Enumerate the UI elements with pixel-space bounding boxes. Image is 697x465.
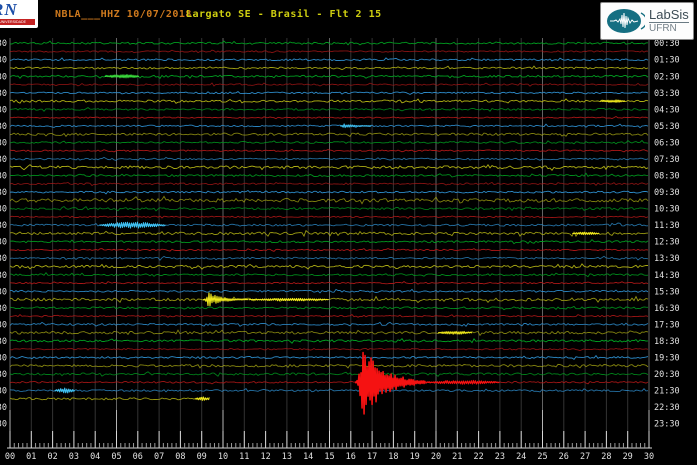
svg-text:20:30: 20:30 (654, 370, 680, 380)
svg-text:03:30: 03:30 (654, 89, 680, 99)
grid (9, 38, 650, 448)
labsis-name: LabSis (649, 7, 689, 23)
svg-text:23:30: 23:30 (0, 420, 7, 430)
svg-text:00:30: 00:30 (654, 39, 680, 49)
svg-text:20: 20 (431, 452, 441, 462)
svg-text:01:30: 01:30 (654, 56, 680, 66)
svg-text:23: 23 (495, 452, 505, 462)
right-time-labels: 00:30 01:30 02:30 03:30 04:30 05:30 06:30 07:30… (654, 39, 680, 429)
svg-text:27: 27 (580, 452, 590, 462)
svg-text:25: 25 (537, 452, 547, 462)
svg-text:14: 14 (303, 452, 313, 462)
svg-text:13: 13 (282, 452, 292, 462)
svg-text:09:30: 09:30 (654, 188, 680, 198)
svg-text:17:30: 17:30 (654, 320, 680, 330)
svg-text:13:30: 13:30 (654, 254, 680, 264)
svg-text:08:30: 08:30 (0, 172, 7, 182)
svg-text:28: 28 (601, 452, 611, 462)
ufrn-logo: RN UNIVERSIDADE FEDERAL (0, 0, 38, 28)
ufrn-logo-letters: RN (0, 0, 18, 19)
waveform-seal-icon (607, 9, 645, 33)
svg-text:21:30: 21:30 (654, 387, 680, 397)
svg-text:07: 07 (154, 452, 164, 462)
svg-text:30: 30 (644, 452, 654, 462)
left-time-labels: 00:30 01:30 02:30 03:30 04:30 05:30 06:30 07:30… (0, 39, 7, 429)
svg-text:16:30: 16:30 (654, 304, 680, 314)
svg-text:06:30: 06:30 (0, 138, 7, 148)
svg-text:17: 17 (367, 452, 377, 462)
svg-text:12: 12 (260, 452, 270, 462)
svg-text:29: 29 (623, 452, 633, 462)
svg-text:14:30: 14:30 (654, 271, 680, 281)
svg-text:23:30: 23:30 (654, 420, 680, 430)
svg-text:14:30: 14:30 (0, 271, 7, 281)
svg-text:02:30: 02:30 (654, 72, 680, 82)
svg-text:10:30: 10:30 (0, 205, 7, 215)
svg-text:04:30: 04:30 (654, 105, 680, 115)
svg-text:22:30: 22:30 (0, 403, 7, 413)
svg-text:01: 01 (26, 452, 36, 462)
svg-text:15:30: 15:30 (0, 287, 7, 297)
svg-text:07:30: 07:30 (654, 155, 680, 165)
svg-text:16: 16 (346, 452, 356, 462)
svg-text:11:30: 11:30 (0, 221, 7, 231)
svg-text:05:30: 05:30 (654, 122, 680, 132)
svg-text:19: 19 (410, 452, 420, 462)
svg-text:19:30: 19:30 (0, 353, 7, 363)
svg-text:08:30: 08:30 (654, 172, 680, 182)
seismic-events (54, 74, 626, 415)
svg-text:11: 11 (239, 452, 249, 462)
ufrn-logo-redbar: UNIVERSIDADE FEDERAL (0, 19, 35, 28)
svg-text:04:30: 04:30 (0, 105, 7, 115)
svg-text:17:30: 17:30 (0, 320, 7, 330)
station-channel-date-title: NBLA___HHZ 10/07/2018 (55, 9, 192, 20)
svg-text:03: 03 (69, 452, 79, 462)
labsis-org: UFRN (649, 23, 677, 34)
svg-text:01:30: 01:30 (0, 56, 7, 66)
svg-text:21:30: 21:30 (0, 387, 7, 397)
svg-text:09:30: 09:30 (0, 188, 7, 198)
svg-text:09: 09 (197, 452, 207, 462)
x-axis-tick-labels: 00 01 02 03 04 05 06 07 08 09 10 11 12 13 14 15 16 17 18 19… (5, 452, 654, 462)
svg-text:11:30: 11:30 (654, 221, 680, 231)
labsis-logo: LabSis UFRN (600, 2, 694, 40)
svg-text:03:30: 03:30 (0, 89, 7, 99)
svg-text:15: 15 (324, 452, 334, 462)
svg-text:24: 24 (516, 452, 526, 462)
svg-text:22:30: 22:30 (654, 403, 680, 413)
svg-text:12:30: 12:30 (654, 238, 680, 248)
svg-text:02: 02 (47, 452, 57, 462)
svg-text:18:30: 18:30 (654, 337, 680, 347)
svg-text:18:30: 18:30 (0, 337, 7, 347)
svg-text:12:30: 12:30 (0, 238, 7, 248)
svg-text:04: 04 (90, 452, 100, 462)
svg-text:05:30: 05:30 (0, 122, 7, 132)
svg-text:06: 06 (133, 452, 143, 462)
svg-text:19:30: 19:30 (654, 353, 680, 363)
svg-text:21: 21 (452, 452, 462, 462)
svg-text:20:30: 20:30 (0, 370, 7, 380)
x-axis (7, 431, 652, 449)
svg-text:02:30: 02:30 (0, 72, 7, 82)
svg-text:18: 18 (388, 452, 398, 462)
svg-text:06:30: 06:30 (654, 138, 680, 148)
svg-text:10:30: 10:30 (654, 205, 680, 215)
svg-text:10: 10 (218, 452, 228, 462)
svg-text:22: 22 (473, 452, 483, 462)
svg-text:08: 08 (175, 452, 185, 462)
svg-text:00:30: 00:30 (0, 39, 7, 49)
svg-text:26: 26 (559, 452, 569, 462)
svg-text:13:30: 13:30 (0, 254, 7, 264)
svg-text:16:30: 16:30 (0, 304, 7, 314)
svg-text:15:30: 15:30 (654, 287, 680, 297)
svg-text:05: 05 (111, 452, 121, 462)
seismogram-traces (9, 40, 649, 401)
svg-text:07:30: 07:30 (0, 155, 7, 165)
svg-text:00: 00 (5, 452, 15, 462)
location-filter-title: Largato SE - Brasil - Flt 2 15 (186, 9, 382, 20)
